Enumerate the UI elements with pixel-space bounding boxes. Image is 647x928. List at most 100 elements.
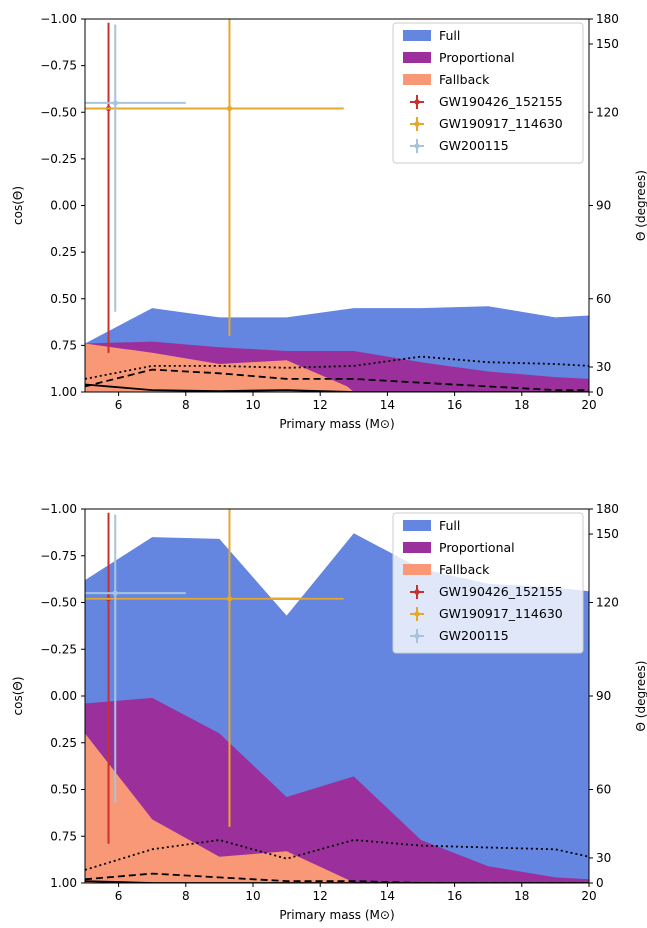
y2-tick-label: 150 bbox=[596, 527, 619, 541]
x-tick-label: 6 bbox=[115, 889, 123, 903]
legend-swatch bbox=[403, 542, 431, 553]
legend-item: Full bbox=[403, 28, 460, 43]
legend-swatch bbox=[403, 30, 431, 41]
y-tick-label: 1.00 bbox=[50, 385, 77, 399]
legend-item: Fallback bbox=[403, 72, 490, 87]
legend-item: GW200115 bbox=[410, 138, 509, 153]
y2-tick-label: 0 bbox=[596, 876, 604, 890]
line-dotted bbox=[85, 355, 589, 380]
x-tick-label: 10 bbox=[245, 398, 260, 412]
legend-label: GW200115 bbox=[439, 628, 509, 643]
y2-tick-label: 180 bbox=[596, 502, 619, 516]
legend-item: GW200115 bbox=[410, 628, 509, 643]
plot-area bbox=[85, 19, 589, 392]
event-gw190917-114630 bbox=[85, 19, 344, 337]
legend-label: Proportional bbox=[439, 540, 515, 555]
legend-item: Fallback bbox=[403, 562, 490, 577]
y2-tick-label: 30 bbox=[596, 851, 611, 865]
chart-bottom: 6 8 10 12 14 16 18 20 −1.00 −0.75 −0.50 −0.25 0.00 0.… bbox=[11, 502, 647, 922]
legend-label: Full bbox=[439, 518, 460, 533]
legend-swatch bbox=[403, 520, 431, 531]
x-tick-label: 10 bbox=[245, 889, 260, 903]
event-gw190426-152155 bbox=[105, 22, 237, 353]
event-marker bbox=[226, 596, 233, 602]
band-fallback bbox=[85, 343, 354, 392]
line-dashed bbox=[85, 368, 589, 391]
chart-top: 6 8 10 12 14 16 18 20 −1.00 −0.75 −0.50 −0.25 0.00 0.… bbox=[11, 12, 647, 431]
legend-label: GW190426_152155 bbox=[439, 584, 563, 599]
legend-item: GW190917_114630 bbox=[410, 606, 563, 621]
x-tick-label: 18 bbox=[514, 889, 529, 903]
y-tick-label: 1.00 bbox=[50, 876, 77, 890]
y2-tick-label: 90 bbox=[596, 689, 611, 703]
band-proportional bbox=[85, 697, 589, 883]
legend-label: Full bbox=[439, 28, 460, 43]
x-tick-label: 20 bbox=[581, 398, 596, 412]
legend: Full Proportional Fallback GW190426_152155 G… bbox=[392, 22, 584, 164]
line-solid bbox=[85, 383, 589, 392]
x-tick-label: 14 bbox=[380, 398, 395, 412]
x-tick-label: 20 bbox=[581, 889, 596, 903]
legend-item: GW190917_114630 bbox=[410, 116, 563, 131]
y-tick-label: −0.25 bbox=[40, 152, 77, 166]
legend-label: GW190426_152155 bbox=[439, 94, 563, 109]
legend-swatch bbox=[403, 564, 431, 575]
y2-axis-label: Θ (degrees) bbox=[634, 170, 647, 241]
y2-tick-label: 120 bbox=[596, 105, 619, 119]
event-marker bbox=[112, 100, 118, 106]
y2-tick-label: 120 bbox=[596, 596, 619, 610]
y-tick-label: 0.75 bbox=[50, 829, 77, 843]
x-tick-label: 8 bbox=[182, 889, 190, 903]
y-tick-label: −1.00 bbox=[40, 502, 77, 516]
legend-swatch bbox=[403, 52, 431, 63]
event-gw200115 bbox=[85, 24, 186, 312]
y2-tick-label: 60 bbox=[596, 783, 611, 797]
event-gw200115 bbox=[85, 514, 186, 803]
legend-label: GW190917_114630 bbox=[439, 606, 563, 621]
x-tick-label: 6 bbox=[115, 398, 123, 412]
legend-swatch-dot bbox=[414, 611, 420, 617]
y-tick-label: −0.75 bbox=[40, 549, 77, 563]
legend-frame bbox=[392, 22, 584, 164]
x-tick-label: 14 bbox=[380, 889, 395, 903]
y-tick-label: 0.50 bbox=[50, 292, 77, 306]
y-tick-label: 0.00 bbox=[50, 689, 77, 703]
y-axis-label: cos(Θ) bbox=[11, 677, 25, 716]
y-tick-label: 0.00 bbox=[50, 199, 77, 213]
y-tick-label: 0.75 bbox=[50, 338, 77, 352]
legend-swatch-dot bbox=[414, 589, 420, 595]
x-tick-label: 8 bbox=[182, 398, 190, 412]
y2-tick-label: 150 bbox=[596, 37, 619, 51]
y2-tick-label: 0 bbox=[596, 385, 604, 399]
y-tick-label: −0.75 bbox=[40, 59, 77, 73]
line-dashed bbox=[85, 872, 589, 883]
legend-label: Fallback bbox=[439, 562, 490, 577]
y2-tick-label: 60 bbox=[596, 292, 611, 306]
legend-item: Proportional bbox=[403, 540, 515, 555]
event-marker bbox=[226, 105, 233, 112]
y-tick-label: −0.50 bbox=[40, 105, 77, 119]
event-marker bbox=[112, 590, 118, 596]
legend: Full Proportional Fallback GW190426_152155 G… bbox=[392, 512, 584, 654]
legend-swatch-dot bbox=[414, 633, 420, 639]
legend-item: Proportional bbox=[403, 50, 515, 65]
event-gw190917-114630 bbox=[85, 509, 344, 827]
y2-tick-label: 30 bbox=[596, 360, 611, 374]
y2-tick-label: 180 bbox=[596, 12, 619, 26]
y-axis-label: cos(Θ) bbox=[11, 186, 25, 225]
x-axis-label: Primary mass (M⊙) bbox=[279, 417, 394, 431]
y-tick-label: 0.25 bbox=[50, 245, 77, 259]
y2-axis-label: Θ (degrees) bbox=[634, 661, 647, 732]
y-tick-label: −0.50 bbox=[40, 596, 77, 610]
x-tick-label: 16 bbox=[447, 398, 462, 412]
legend-item: GW190426_152155 bbox=[410, 584, 563, 599]
y-tick-label: 0.25 bbox=[50, 736, 77, 750]
legend-swatch bbox=[403, 74, 431, 85]
x-axis-label: Primary mass (M⊙) bbox=[279, 908, 394, 922]
legend-frame bbox=[392, 512, 584, 654]
legend-label: GW190917_114630 bbox=[439, 116, 563, 131]
legend-item: Full bbox=[403, 518, 460, 533]
legend-label: Proportional bbox=[439, 50, 515, 65]
legend-item: GW190426_152155 bbox=[410, 94, 563, 109]
x-tick-label: 12 bbox=[313, 889, 328, 903]
